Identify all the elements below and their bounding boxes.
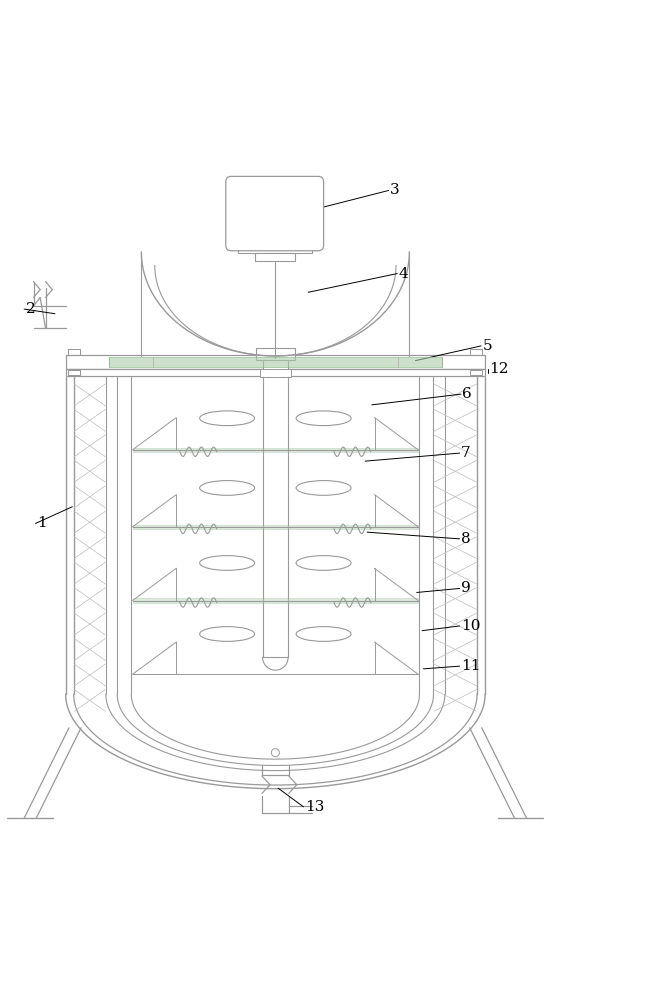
- Ellipse shape: [296, 627, 351, 641]
- Text: 11: 11: [461, 659, 480, 673]
- Text: 7: 7: [461, 446, 470, 460]
- Text: 4: 4: [399, 267, 409, 281]
- Ellipse shape: [200, 411, 255, 426]
- FancyBboxPatch shape: [226, 176, 324, 251]
- Text: 12: 12: [489, 362, 509, 376]
- Text: 10: 10: [461, 619, 480, 633]
- Bar: [133, 525, 418, 529]
- Bar: [66, 369, 485, 376]
- Ellipse shape: [296, 481, 351, 495]
- Text: 2: 2: [25, 302, 36, 316]
- Bar: [66, 355, 485, 369]
- Bar: [109, 357, 442, 367]
- Bar: [238, 245, 312, 253]
- Ellipse shape: [200, 481, 255, 495]
- Ellipse shape: [296, 556, 351, 570]
- Text: 8: 8: [461, 532, 470, 546]
- Text: 13: 13: [305, 800, 324, 814]
- Bar: [68, 349, 80, 355]
- Text: 1: 1: [37, 516, 47, 530]
- Bar: [133, 598, 418, 603]
- Bar: [68, 349, 80, 355]
- Bar: [68, 370, 80, 375]
- Bar: [68, 370, 80, 375]
- Ellipse shape: [296, 411, 351, 426]
- Bar: [260, 369, 291, 377]
- Bar: [133, 448, 418, 452]
- Bar: [256, 348, 295, 360]
- Text: 5: 5: [482, 339, 492, 353]
- Ellipse shape: [200, 556, 255, 570]
- Text: 9: 9: [461, 581, 471, 595]
- Ellipse shape: [200, 627, 255, 641]
- Bar: [255, 253, 295, 261]
- Bar: [470, 349, 482, 355]
- Text: 3: 3: [390, 183, 399, 197]
- Bar: [263, 358, 288, 657]
- Text: 6: 6: [462, 387, 472, 401]
- Bar: [470, 370, 482, 375]
